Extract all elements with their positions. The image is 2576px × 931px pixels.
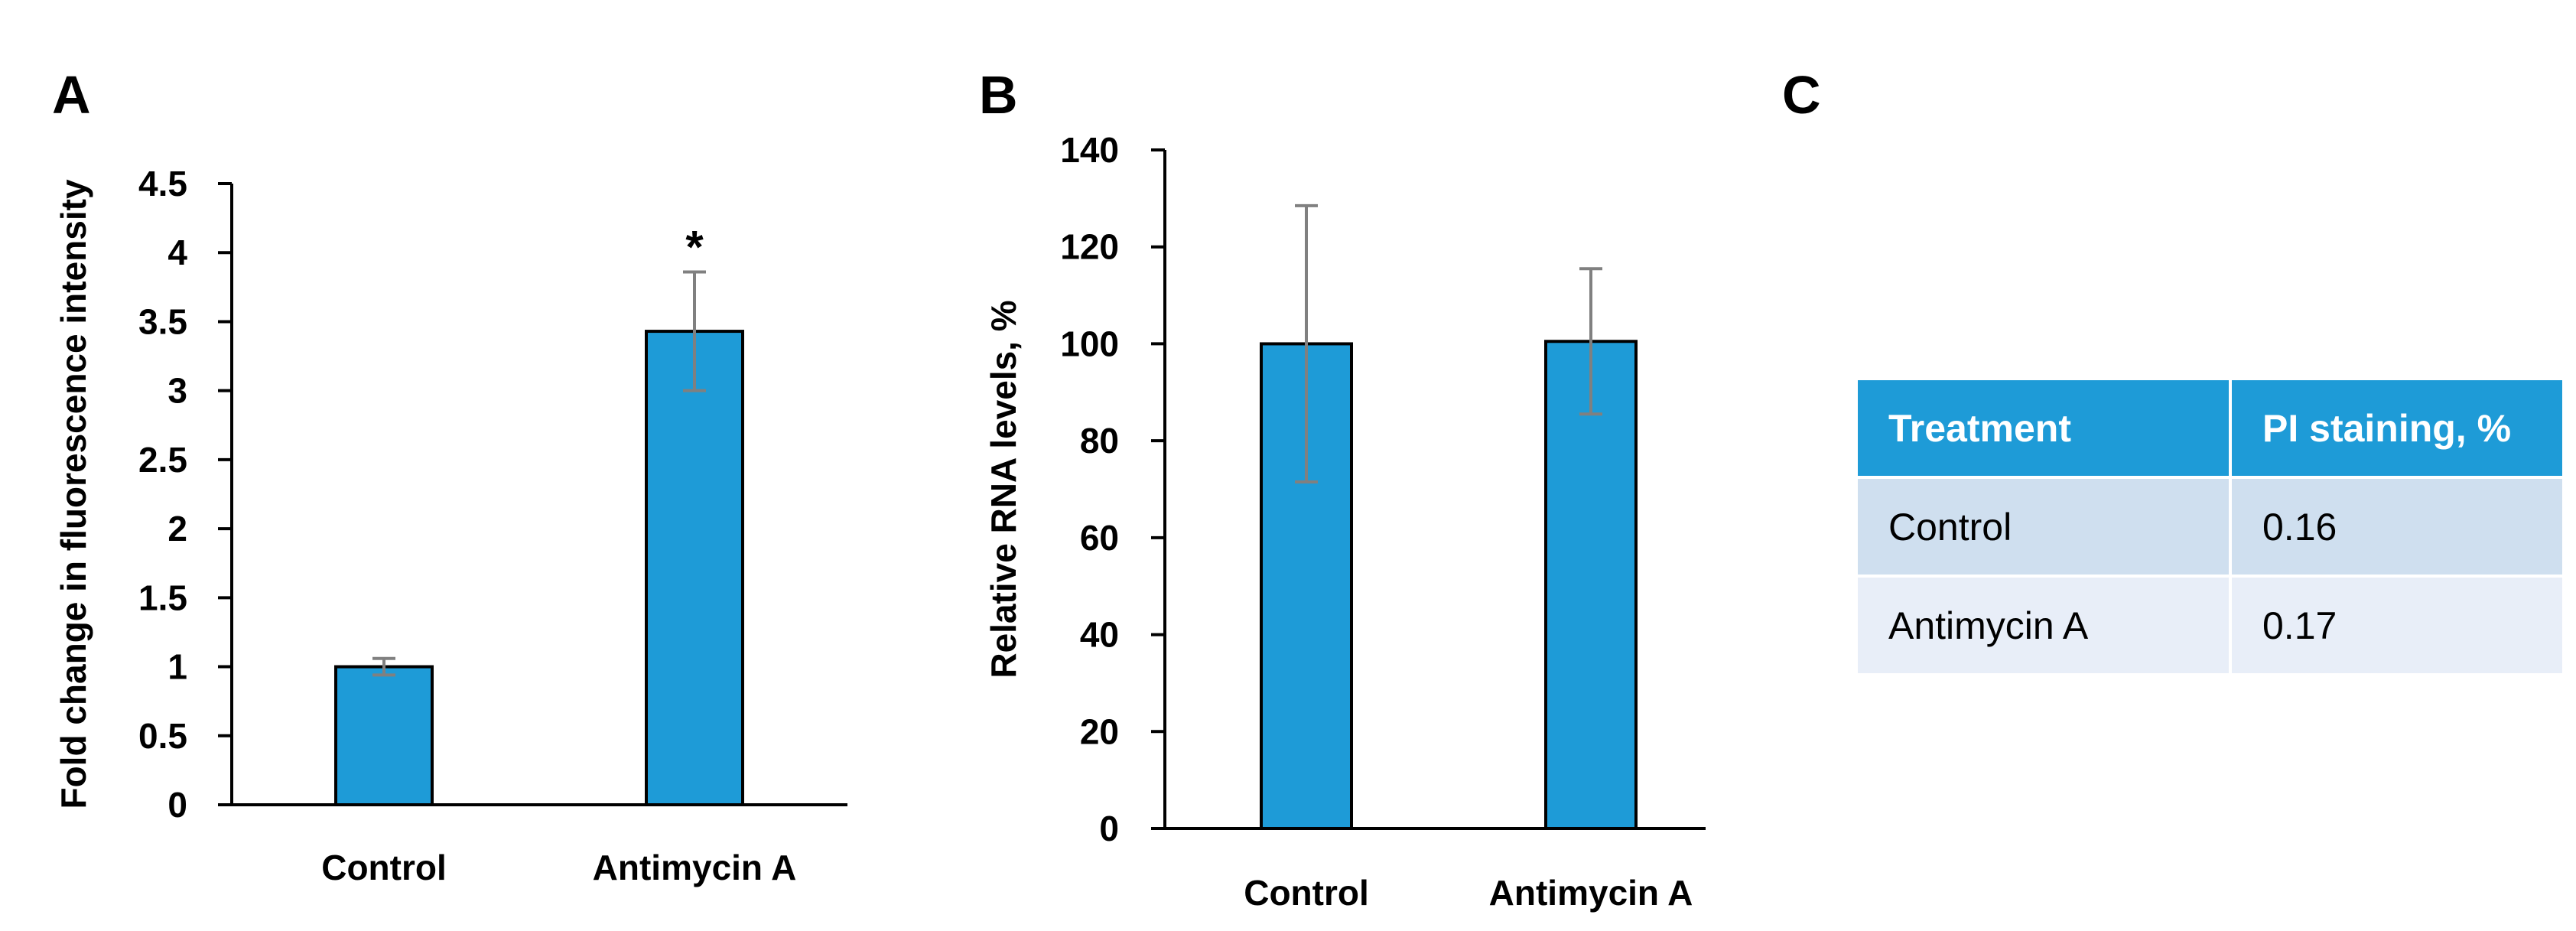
y-tick-label: 0 [168,785,187,825]
y-tick-label: 60 [1080,518,1119,558]
y-tick-label: 4.5 [138,164,187,203]
header-pi-staining: PI staining, % [2229,377,2565,479]
y-tick-label: 4 [168,233,187,272]
bar-antimycin-a [1544,340,1638,830]
error-bar [683,270,706,392]
table-row: Antimycin A 0.17 [1855,575,2565,676]
bar-antimycin-a [645,330,744,806]
y-tick-label: 20 [1080,711,1119,751]
cell-treatment: Control [1855,476,2232,578]
chart-a: 0 0.5 1 1.5 2 2.5 3 3.5 4 4.5 Fold change in fluor… [54,164,847,887]
panel-a-label: A [52,65,91,125]
header-treatment: Treatment [1855,377,2232,479]
cell-pi-staining: 0.16 [2229,476,2565,578]
y-tick-label: 2 [168,509,187,549]
y-axis-label: Fold change in fluorescence intensity [54,179,93,809]
panel-c-label: C [1782,65,1821,125]
x-category-label: Antimycin A [1489,873,1693,913]
bar-control [334,665,434,806]
significance-asterisk: * [685,221,704,272]
table-row: Control 0.16 [1855,476,2565,578]
x-category-label: Control [321,848,447,887]
error-bar [372,656,395,677]
y-tick-label: 1 [168,647,187,687]
x-category-label: Antimycin A [593,848,797,887]
y-tick-label: 100 [1060,324,1119,363]
error-bar [1579,267,1602,416]
y-tick-label: 140 [1060,130,1119,170]
panel-b-label: B [979,65,1018,125]
error-bar [1295,203,1318,483]
y-axis-label: Relative RNA levels, % [984,300,1023,678]
y-tick-label: 0 [1099,809,1119,848]
y-tick-label: 40 [1080,615,1119,655]
cell-treatment: Antimycin A [1855,575,2232,676]
y-tick-label: 2.5 [138,440,187,480]
table-header-row: Treatment PI staining, % [1855,377,2565,479]
y-tick-label: 1.5 [138,578,187,617]
x-category-label: Control [1244,873,1369,913]
pi-staining-table: Treatment PI staining, % Control 0.16 An… [1855,377,2565,676]
y-tick-label: 3.5 [138,301,187,341]
y-tick-label: 0.5 [138,716,187,756]
y-tick-label: 120 [1060,227,1119,267]
chart-b: 0 20 40 60 80 100 120 140 Relative RNA levels, %… [984,130,1706,913]
y-tick-label: 80 [1080,421,1119,461]
y-tick-label: 3 [168,371,187,411]
cell-pi-staining: 0.17 [2229,575,2565,676]
